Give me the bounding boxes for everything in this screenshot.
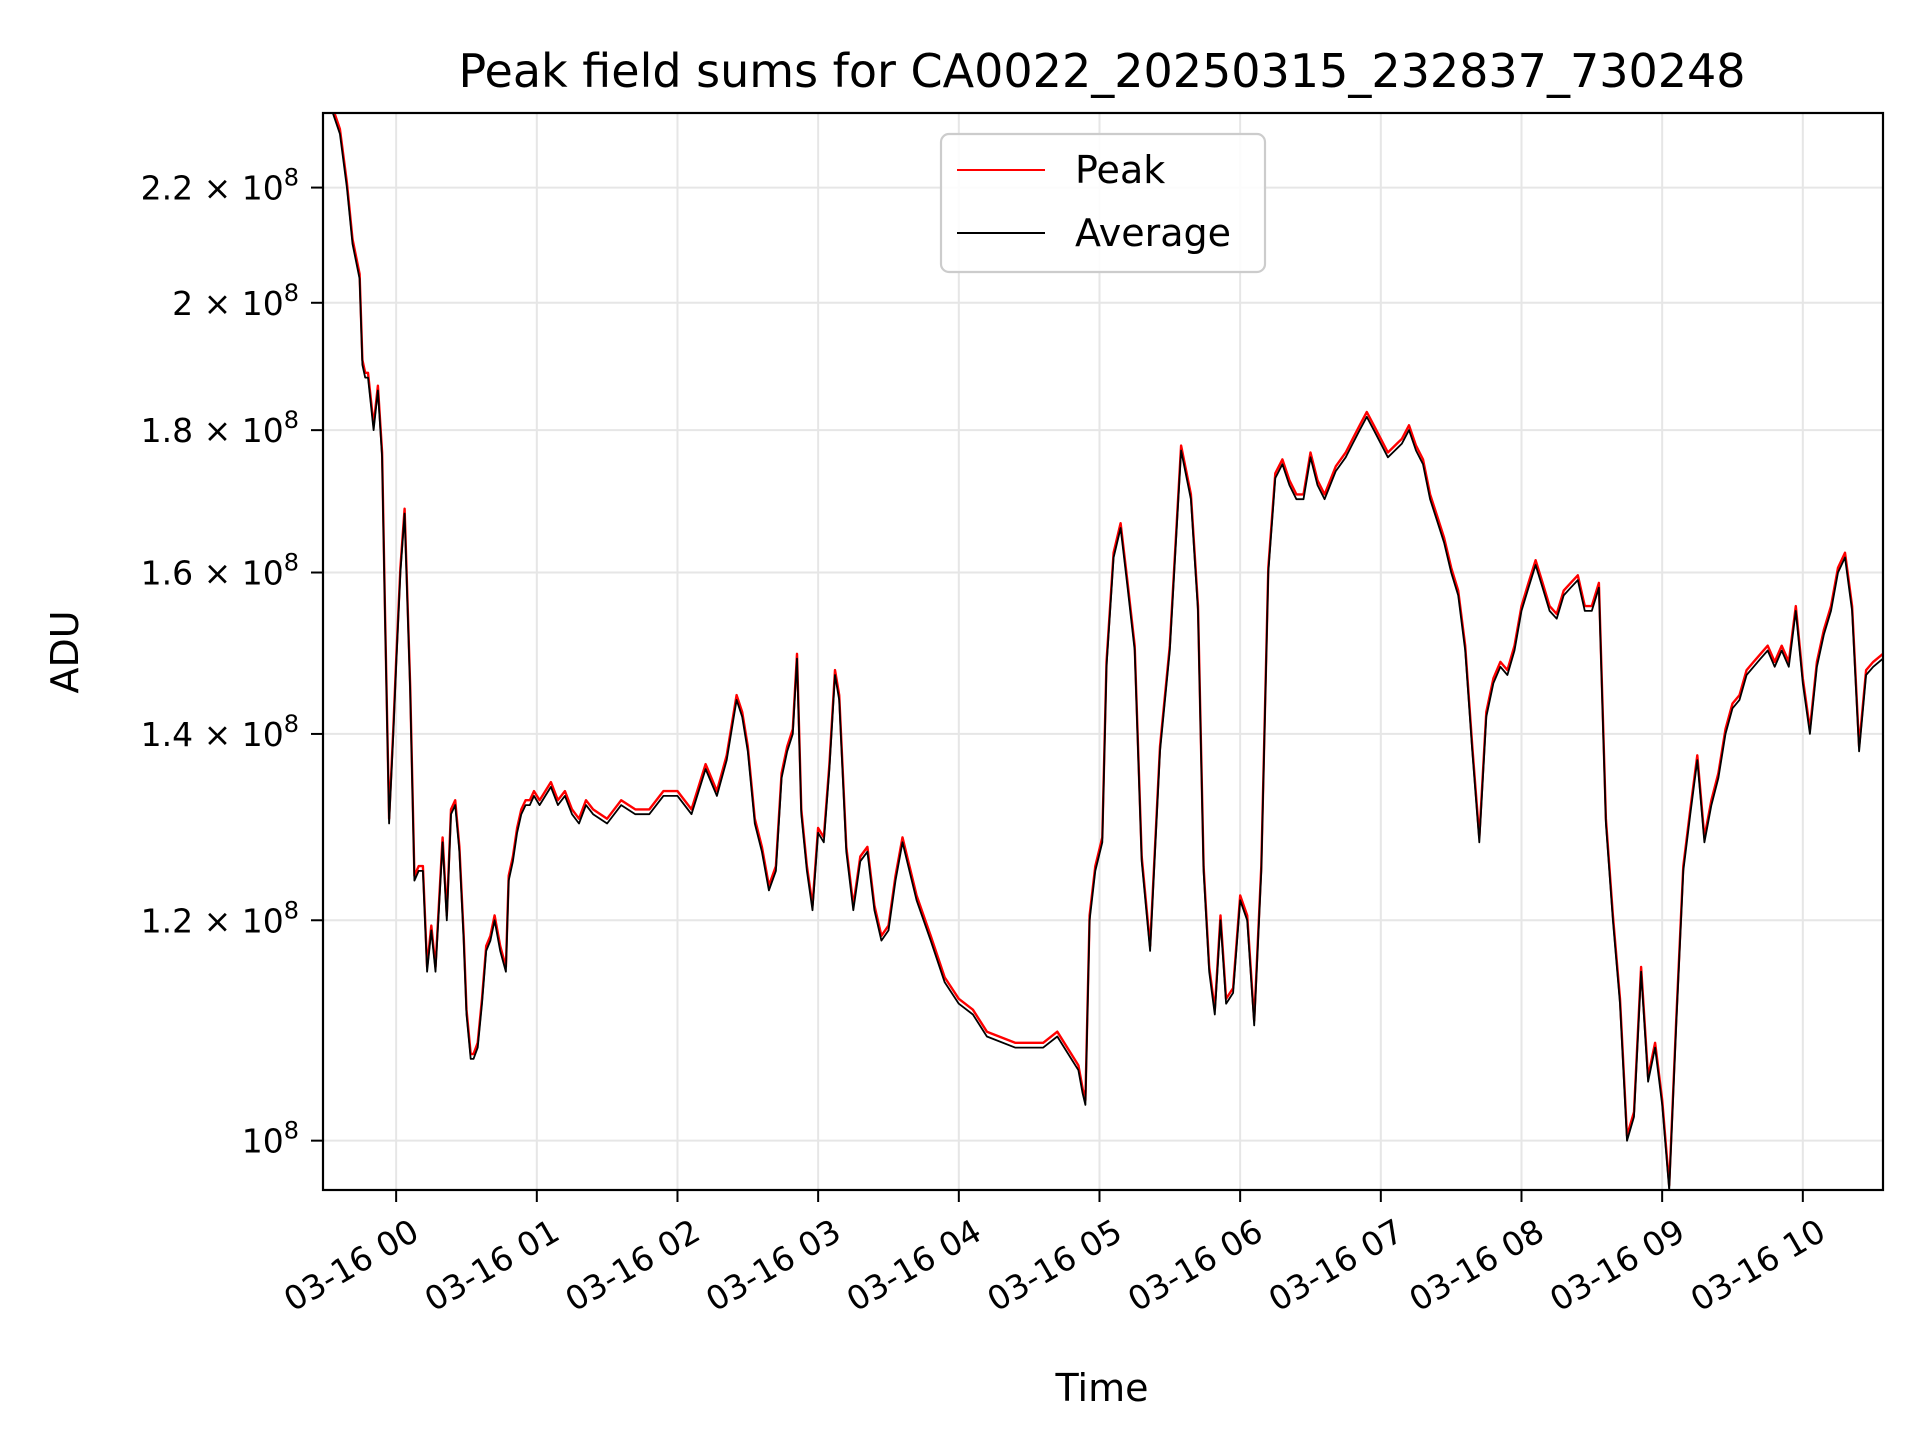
- plot-area: [323, 113, 1883, 1190]
- legend-label-peak: Peak: [1075, 148, 1165, 192]
- legend-box: [939, 132, 1267, 274]
- y-tick-label: 1.4 × 108: [141, 710, 299, 754]
- legend-label-average: Average: [1075, 211, 1231, 255]
- y-tick-label: 2.2 × 108: [141, 164, 299, 208]
- chart-title: Peak field sums for CA0022_20250315_2328…: [458, 44, 1745, 98]
- grid-lines: [323, 113, 1883, 1190]
- series-line-average: [323, 113, 1883, 1190]
- y-tick-label: 108: [242, 1117, 299, 1161]
- legend: Peak Average: [939, 132, 1267, 274]
- y-tick-label: 2 × 108: [172, 279, 299, 323]
- y-tick-label: 1.8 × 108: [141, 406, 299, 450]
- y-axis: 108 1.2 × 108 1.4 × 108 1.6 × 108 1.8 × 108 2…: [141, 164, 323, 1161]
- x-axis-label: Time: [1055, 1366, 1149, 1410]
- y-tick-label: 1.2 × 108: [141, 896, 299, 940]
- y-tick-label: 1.6 × 108: [141, 549, 299, 593]
- plot-frame: [321, 111, 1885, 1192]
- y-axis-label: ADU: [43, 610, 87, 693]
